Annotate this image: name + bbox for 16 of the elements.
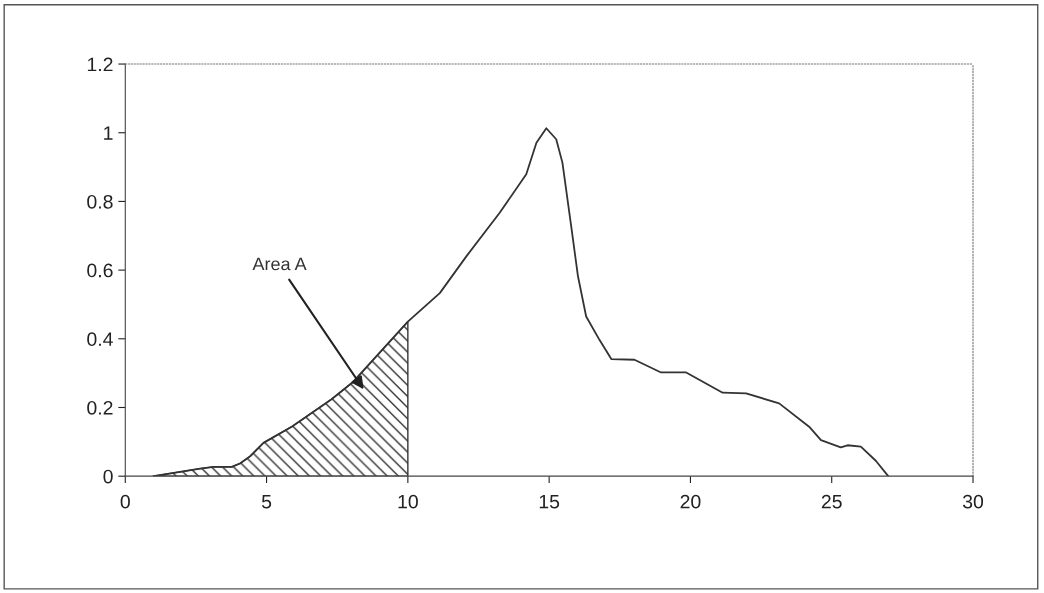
x-tick-label: 25 <box>821 494 842 509</box>
y-tick-label: 1 <box>104 126 113 140</box>
x-tick-label: 15 <box>539 494 560 509</box>
y-tick-label: 1.2 <box>87 57 113 72</box>
x-tick-label: 20 <box>680 494 701 509</box>
y-tick-label: 0 <box>103 469 113 484</box>
y-tick-label: 0.4 <box>87 332 113 347</box>
y-tick-label: 0.8 <box>87 194 113 209</box>
x-tick-label: 0 <box>120 494 130 509</box>
y-tick-label: 0.2 <box>87 400 113 415</box>
x-tick-label: 5 <box>261 494 272 509</box>
annotation: Area A <box>252 257 307 271</box>
y-tick-label: 0.6 <box>87 263 113 278</box>
line-series <box>152 127 890 477</box>
x-tick-label: 10 <box>398 494 418 509</box>
x-tick-label: 30 <box>962 494 984 509</box>
